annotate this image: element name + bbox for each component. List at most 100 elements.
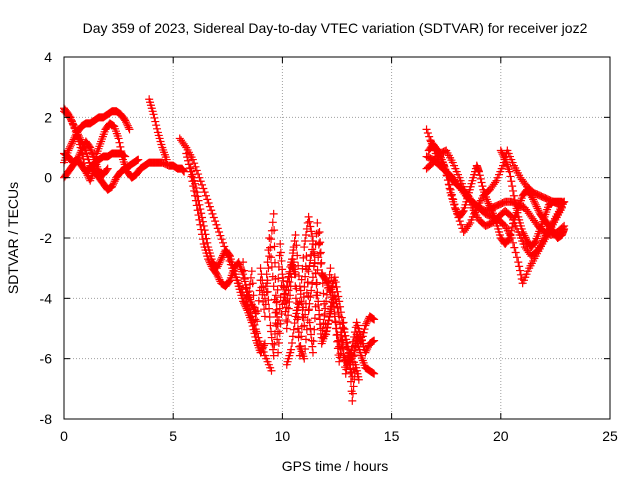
data-point [305,217,314,226]
data-point [269,209,278,218]
data-point [528,193,537,202]
data-point [212,264,221,273]
data-point [325,312,334,321]
data-point [291,230,300,239]
data-point [307,286,316,295]
data-point [363,317,372,326]
data-point [290,237,299,246]
data-point [342,335,351,344]
data-point [506,211,515,220]
data-point [320,310,329,319]
x-tick-label: 20 [493,428,509,444]
data-point [370,369,379,378]
data-point [369,337,378,346]
data-point [194,170,203,179]
data-point [297,322,306,331]
data-point [269,282,278,291]
data-point [436,153,445,162]
data-point [262,270,271,279]
data-point [201,191,210,200]
data-point [248,322,257,331]
data-point [283,317,292,326]
x-tick-label: 10 [275,428,291,444]
data-point [288,264,297,273]
data-point [506,230,515,239]
data-point [345,348,354,357]
data-point [110,177,119,186]
y-tick-label: -8 [40,411,53,427]
data-point [511,200,520,209]
data-point [516,270,525,279]
data-point [273,285,282,294]
data-point [304,212,313,221]
data-point [336,320,345,329]
data-point [370,336,379,345]
data-point [512,204,521,213]
data-point [289,325,298,334]
data-point [340,356,349,365]
data-point [464,220,473,229]
data-point [66,113,75,122]
data-point [267,253,276,262]
data-point [301,237,310,246]
data-point [485,201,494,210]
data-point [434,148,443,157]
data-point [435,150,444,159]
data-point [216,256,225,265]
data-point [324,316,333,325]
data-point [269,351,278,360]
data-point [124,123,133,132]
data-point [507,177,516,186]
data-point [299,293,308,302]
data-point [211,217,220,226]
data-point [350,351,359,360]
data-point [267,366,276,375]
data-point [256,264,265,273]
data-point [248,302,257,311]
data-point [287,345,296,354]
data-point [301,335,310,344]
data-point [474,167,483,176]
data-point [214,260,223,269]
data-point [308,279,317,288]
data-point [307,227,316,236]
data-point [213,272,222,281]
data-point [318,268,327,277]
data-point [450,203,459,212]
data-point [360,325,369,334]
data-point [335,312,344,321]
data-point [316,238,325,247]
data-point [363,345,372,354]
data-point [309,247,318,256]
data-point [369,314,378,323]
data-point [205,202,214,211]
data-point [214,273,223,282]
data-point [282,324,291,333]
data-point [68,119,77,128]
data-point [328,302,337,311]
data-point [315,310,324,319]
data-point [349,382,358,391]
data-point [69,121,78,130]
data-point [339,343,348,352]
data-point [310,251,319,260]
data-point [270,329,279,338]
data-point [533,204,542,213]
data-point [252,327,261,336]
data-point [295,342,304,351]
data-point [185,164,194,173]
y-tick-label: -4 [40,290,53,306]
data-point [115,138,124,147]
data-point [73,128,82,137]
data-point [216,231,225,240]
data-point [253,307,262,316]
data-point [309,337,318,346]
data-point [515,262,524,271]
data-point [109,179,118,188]
data-point [290,270,299,279]
data-point [483,197,492,206]
data-point [308,237,317,246]
data-point [121,152,130,161]
data-point [302,325,311,334]
data-point [133,156,142,165]
